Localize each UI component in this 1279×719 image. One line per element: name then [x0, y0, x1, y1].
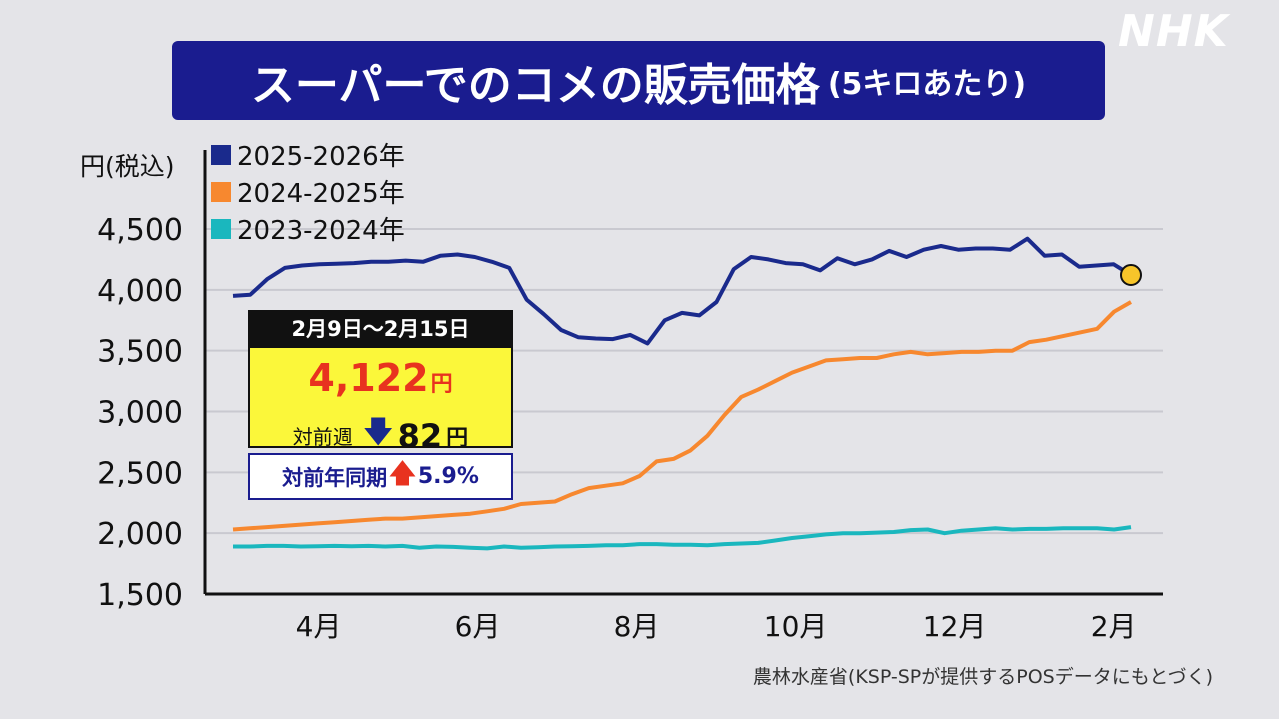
week-change-unit: 円	[446, 425, 469, 451]
x-tick-label: 6月	[455, 610, 501, 643]
legend-swatch-2024	[211, 181, 231, 202]
price-callout: 4,122円 対前週 🡇 82 円	[248, 346, 513, 455]
x-tick-label: 8月	[614, 610, 660, 643]
price-unit: 円	[430, 372, 453, 397]
y-tick-label: 3,000	[97, 396, 183, 431]
y-tick-label: 3,500	[97, 335, 183, 370]
down-arrow-icon: 🡇	[362, 415, 394, 450]
legend: 2025-2026年 2024-2025年 2023-2024年	[211, 136, 405, 247]
y-tick-label: 4,000	[97, 274, 183, 309]
series-line-0	[232, 236, 1133, 346]
legend-label-2023: 2023-2024年	[237, 216, 405, 246]
price-value: 4,122	[308, 356, 429, 400]
y-tick-label: 1,500	[97, 578, 183, 613]
week-change-value: 82	[397, 416, 443, 455]
yoy-label: 対前年同期	[282, 465, 388, 490]
x-tick-label: 2月	[1091, 610, 1137, 643]
y-tick-label: 4,500	[97, 213, 183, 248]
y-axis-unit: 円(税込)	[80, 152, 175, 181]
legend-swatch-2023	[211, 218, 231, 239]
current-price: 4,122円	[250, 356, 511, 400]
yoy-change: 対前年同期 🡅 5.9%	[248, 453, 513, 500]
chart-subtitle: (5キロあたり)	[827, 66, 1027, 102]
legend-label-2024: 2024-2025年	[237, 179, 405, 209]
legend-item-2023: 2023-2024年	[211, 210, 405, 247]
series-line-1	[232, 300, 1132, 532]
week-change: 対前週 🡇 82 円	[250, 410, 511, 461]
latest-point-marker	[1120, 263, 1142, 286]
x-tick-label: 12月	[923, 610, 987, 643]
nhk-logo: NHK	[1118, 6, 1229, 57]
y-tick-label: 2,000	[97, 517, 183, 552]
week-change-label: 対前週	[292, 425, 353, 449]
y-tick-label: 2,500	[97, 456, 183, 491]
x-tick-label: 4月	[296, 610, 342, 643]
series-line-2	[233, 525, 1132, 551]
x-tick-label: 10月	[764, 610, 828, 643]
legend-swatch-2025	[211, 144, 231, 165]
legend-item-2024: 2024-2025年	[211, 173, 405, 210]
yoy-value: 5.9%	[417, 464, 479, 489]
chart-title-banner: スーパーでのコメの販売価格 (5キロあたり)	[172, 41, 1105, 120]
chart-title: スーパーでのコメの販売価格	[250, 59, 820, 111]
source-note: 農林水産省(KSP-SPが提供するPOSデータにもとづく)	[752, 666, 1213, 688]
up-arrow-icon: 🡅	[389, 458, 416, 489]
period-label: 2月9日〜2月15日	[248, 310, 513, 346]
legend-item-2025: 2025-2026年	[211, 136, 405, 173]
legend-label-2025: 2025-2026年	[237, 142, 405, 172]
